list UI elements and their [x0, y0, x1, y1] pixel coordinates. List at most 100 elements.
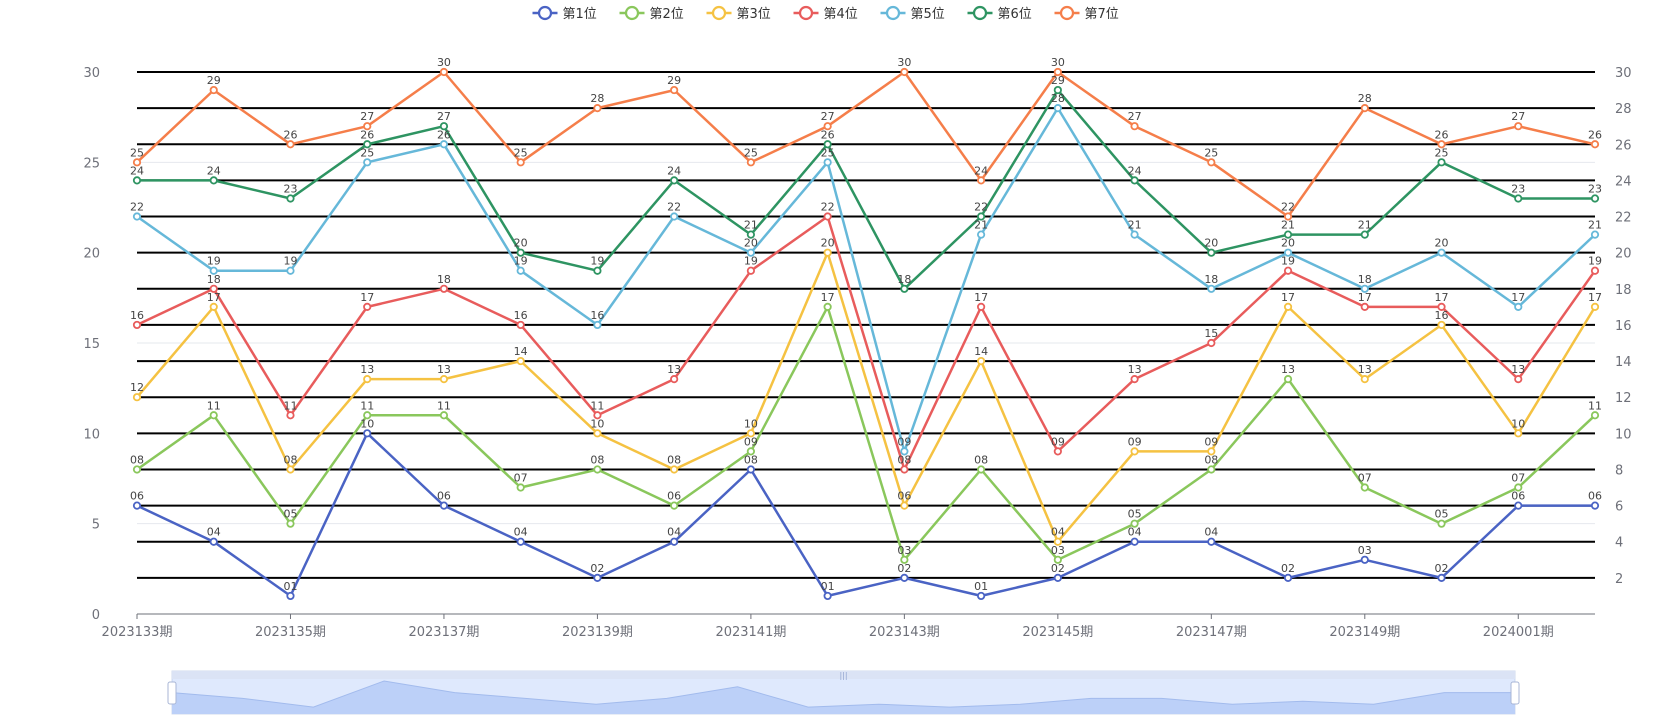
- data-point[interactable]: [1360, 483, 1369, 492]
- data-point[interactable]: [286, 140, 295, 149]
- data-point[interactable]: [1590, 230, 1600, 239]
- data-point[interactable]: [1207, 537, 1216, 546]
- data-point[interactable]: [286, 266, 295, 275]
- data-point[interactable]: [1207, 447, 1216, 456]
- data-point[interactable]: [132, 465, 142, 474]
- data-point[interactable]: [1053, 104, 1062, 113]
- data-point[interactable]: [1283, 573, 1293, 582]
- data-point[interactable]: [516, 320, 525, 330]
- data-point[interactable]: [670, 176, 679, 185]
- data-point[interactable]: [1053, 537, 1062, 546]
- data-point[interactable]: [746, 248, 755, 257]
- data-point[interactable]: [746, 230, 755, 239]
- data-point[interactable]: [1590, 140, 1600, 149]
- data-point[interactable]: [132, 212, 142, 221]
- data-point[interactable]: [746, 158, 755, 167]
- data-point[interactable]: [823, 140, 832, 149]
- data-point[interactable]: [1207, 465, 1216, 474]
- data-point[interactable]: [1053, 67, 1062, 77]
- data-point[interactable]: [1360, 284, 1369, 293]
- data-point[interactable]: [823, 122, 832, 131]
- data-point[interactable]: [363, 429, 372, 438]
- zoom-handle-right[interactable]: [1510, 681, 1520, 705]
- data-point[interactable]: [823, 248, 832, 257]
- data-point[interactable]: [209, 176, 218, 185]
- legend-item[interactable]: 第5位: [880, 5, 945, 22]
- data-point[interactable]: [1514, 122, 1523, 131]
- data-point[interactable]: [1283, 248, 1293, 257]
- data-point[interactable]: [209, 266, 218, 275]
- data-point[interactable]: [1360, 375, 1369, 384]
- data-point[interactable]: [823, 591, 832, 601]
- data-point[interactable]: [209, 85, 218, 95]
- data-point[interactable]: [1590, 194, 1600, 203]
- data-point[interactable]: [1283, 375, 1293, 384]
- data-point[interactable]: [1053, 447, 1062, 456]
- legend-item[interactable]: 第2位: [619, 5, 684, 22]
- zoom-move-handle-icon[interactable]: |||: [839, 671, 847, 680]
- data-point[interactable]: [516, 266, 525, 275]
- data-point[interactable]: [823, 302, 832, 311]
- legend[interactable]: 第1位 第2位 第3位 第4位 第5位 第6位 第7位: [532, 5, 1119, 22]
- data-point[interactable]: [1283, 212, 1293, 221]
- data-point[interactable]: [1514, 194, 1523, 203]
- data-point[interactable]: [1437, 158, 1446, 167]
- legend-item[interactable]: 第1位: [532, 5, 597, 22]
- data-point[interactable]: [363, 122, 372, 131]
- data-point[interactable]: [516, 537, 525, 546]
- data-point[interactable]: [1207, 284, 1216, 293]
- data-point[interactable]: [363, 375, 372, 384]
- data-point[interactable]: [746, 447, 755, 456]
- data-point[interactable]: [900, 573, 909, 582]
- data-point[interactable]: [1360, 104, 1369, 113]
- data-point[interactable]: [670, 212, 679, 221]
- data-point[interactable]: [593, 320, 602, 330]
- data-point[interactable]: [1360, 555, 1369, 564]
- data-point[interactable]: [286, 465, 295, 474]
- data-point[interactable]: [593, 573, 602, 582]
- data-point[interactable]: [1207, 158, 1216, 167]
- data-point[interactable]: [363, 302, 372, 311]
- data-point[interactable]: [516, 356, 525, 366]
- data-point[interactable]: [439, 67, 449, 77]
- data-point[interactable]: [1437, 519, 1446, 528]
- data-point[interactable]: [132, 501, 142, 510]
- data-point[interactable]: [1283, 266, 1293, 275]
- data-point[interactable]: [1207, 338, 1216, 348]
- data-point[interactable]: [593, 465, 602, 474]
- data-point[interactable]: [1130, 176, 1139, 185]
- data-point[interactable]: [900, 501, 909, 510]
- data-point[interactable]: [1130, 122, 1139, 131]
- data-point[interactable]: [1130, 537, 1139, 546]
- data-point[interactable]: [132, 393, 142, 402]
- data-point[interactable]: [439, 501, 449, 510]
- data-point[interactable]: [977, 230, 986, 239]
- data-point[interactable]: [1283, 230, 1293, 239]
- data-point[interactable]: [977, 465, 986, 474]
- data-point[interactable]: [670, 501, 679, 510]
- data-point[interactable]: [670, 465, 679, 474]
- data-point[interactable]: [209, 284, 218, 293]
- data-point[interactable]: [900, 465, 909, 474]
- data-point[interactable]: [209, 411, 218, 420]
- data-point[interactable]: [1130, 375, 1139, 384]
- data-point[interactable]: [670, 375, 679, 384]
- data-point[interactable]: [286, 519, 295, 528]
- data-point[interactable]: [516, 158, 525, 167]
- legend-item[interactable]: 第7位: [1054, 5, 1119, 22]
- data-point[interactable]: [1514, 375, 1523, 384]
- data-point[interactable]: [1590, 266, 1600, 275]
- data-point[interactable]: [1590, 411, 1600, 420]
- data-point[interactable]: [439, 284, 449, 293]
- data-point[interactable]: [286, 411, 295, 420]
- zoom-move-bar[interactable]: [172, 671, 1515, 679]
- data-point[interactable]: [593, 266, 602, 275]
- data-point[interactable]: [746, 266, 755, 275]
- data-point[interactable]: [1437, 320, 1446, 330]
- data-point[interactable]: [977, 356, 986, 366]
- data-point[interactable]: [209, 302, 218, 311]
- data-point[interactable]: [1437, 140, 1446, 149]
- data-point[interactable]: [593, 104, 602, 113]
- data-point[interactable]: [1130, 519, 1139, 528]
- data-point[interactable]: [977, 212, 986, 221]
